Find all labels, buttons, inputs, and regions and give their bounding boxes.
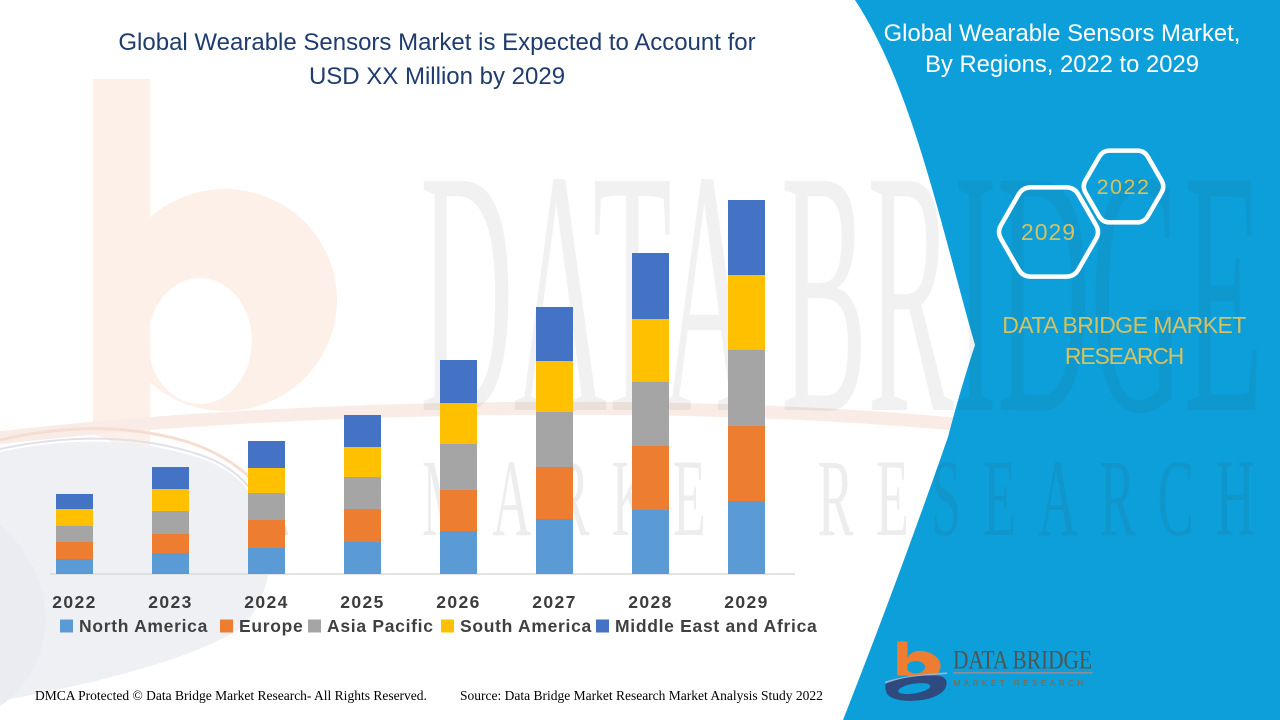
svg-text:2027: 2027 [532,592,577,612]
svg-text:Source: Data Bridge Market Res: Source: Data Bridge Market Research Mark… [460,688,823,703]
svg-text:South America: South America [460,616,592,636]
svg-text:By Regions, 2022 to 2029: By Regions, 2022 to 2029 [925,51,1199,78]
svg-text:2025: 2025 [340,592,385,612]
svg-text:2024: 2024 [244,592,289,612]
svg-text:2022: 2022 [52,592,97,612]
svg-text:Asia Pacific: Asia Pacific [327,616,434,636]
svg-text:Europe: Europe [239,616,304,636]
svg-text:DATA BRIDGE MARKET: DATA BRIDGE MARKET [1002,312,1246,338]
svg-text:2028: 2028 [628,592,673,612]
svg-text:DATA BRIDGE: DATA BRIDGE [953,645,1092,675]
svg-text:DMCA Protected © Data Bridge M: DMCA Protected © Data Bridge Market Rese… [35,688,427,703]
svg-text:2022: 2022 [1097,175,1151,199]
svg-text:RESEARCH: RESEARCH [1065,343,1183,369]
svg-text:MARKET RESEARCH: MARKET RESEARCH [954,679,1087,688]
svg-text:Global Wearable Sensors Market: Global Wearable Sensors Market, [884,20,1241,47]
svg-text:North America: North America [79,616,208,636]
svg-text:Global Wearable Sensors Market: Global Wearable Sensors Market is Expect… [118,29,755,56]
svg-text:2029: 2029 [1021,219,1076,245]
svg-text:Middle East and Africa: Middle East and Africa [615,616,817,636]
svg-text:2023: 2023 [148,592,193,612]
svg-text:2029: 2029 [724,592,769,612]
svg-text:USD XX Million by 2029: USD XX Million by 2029 [309,63,565,90]
svg-text:2026: 2026 [436,592,481,612]
